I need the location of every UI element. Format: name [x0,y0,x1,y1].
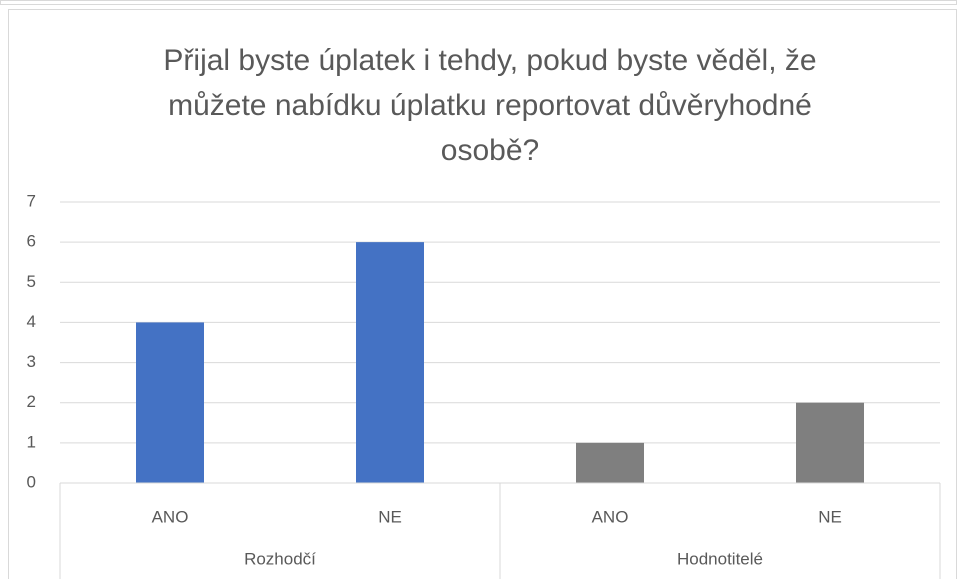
y-tick-label: 0 [27,472,36,491]
x-tick-label: ANO [592,507,629,526]
outer-frame [0,0,957,5]
y-tick-label: 3 [27,352,36,371]
bar [576,442,644,483]
bar [136,322,204,483]
chart-title: osobě? [441,134,539,167]
group-label: Hodnotitelé [677,549,763,568]
bar [796,402,864,483]
chart-title: Přijal byste úplatek i tehdy, pokud byst… [163,44,816,77]
x-tick-label: NE [818,507,842,526]
chart-title: můžete nabídku úplatku reportovat důvěry… [168,89,812,122]
y-tick-label: 2 [27,392,36,411]
y-tick-label: 5 [27,272,36,291]
bar [356,242,424,483]
y-tick-label: 1 [27,432,36,451]
y-tick-label: 4 [27,312,36,331]
y-tick-label: 6 [27,232,36,251]
y-tick-label: 7 [27,191,36,210]
chart-frame [8,9,957,579]
x-tick-label: ANO [152,507,189,526]
x-tick-label: NE [378,507,402,526]
group-label: Rozhodčí [244,549,316,568]
